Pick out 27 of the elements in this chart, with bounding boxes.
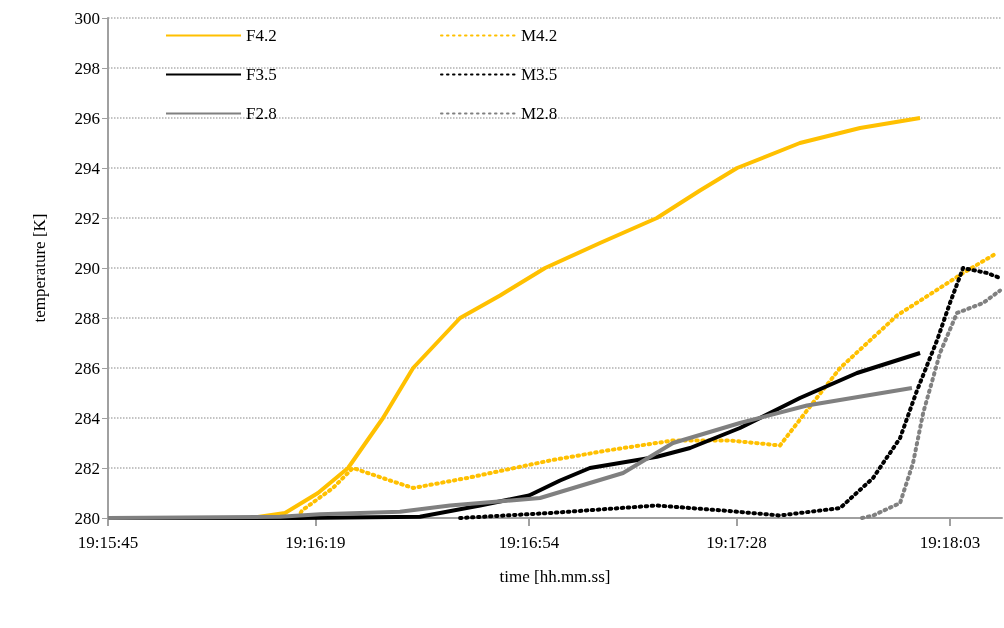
y-tick-label: 298 bbox=[74, 58, 100, 78]
x-tick-label: 19:15:45 bbox=[77, 533, 139, 552]
legend-label: F4.2 bbox=[246, 26, 277, 45]
y-tick-label: 290 bbox=[74, 258, 100, 278]
x-tick-label: 19:18:03 bbox=[919, 533, 981, 552]
y-tick-label: 294 bbox=[74, 158, 101, 178]
legend-label: M4.2 bbox=[521, 26, 558, 45]
x-tick-label: 19:16:19 bbox=[285, 533, 346, 552]
line-series bbox=[458, 266, 1003, 520]
y-tick-label: 284 bbox=[74, 408, 101, 428]
x-axis-title: time [hh.mm.ss] bbox=[499, 567, 611, 586]
y-tick-label: 292 bbox=[74, 208, 100, 228]
y-tick-label: 286 bbox=[74, 358, 100, 378]
y-tick-label: 282 bbox=[74, 458, 100, 478]
y-tick-label: 280 bbox=[74, 508, 100, 528]
y-axis-title: temperature [K] bbox=[30, 213, 49, 323]
legend-label: F3.5 bbox=[246, 65, 277, 84]
line-series bbox=[106, 386, 914, 520]
x-tick-label: 19:17:28 bbox=[706, 533, 767, 552]
y-tick-label: 296 bbox=[74, 108, 100, 128]
legend-label: F2.8 bbox=[246, 104, 277, 123]
y-tick-label: 300 bbox=[74, 8, 100, 28]
legend-label: M2.8 bbox=[521, 104, 558, 123]
line-series bbox=[860, 288, 1003, 520]
x-tick-label: 19:16:54 bbox=[498, 533, 560, 552]
y-tick-label: 288 bbox=[74, 308, 100, 328]
legend-label: M3.5 bbox=[521, 65, 558, 84]
